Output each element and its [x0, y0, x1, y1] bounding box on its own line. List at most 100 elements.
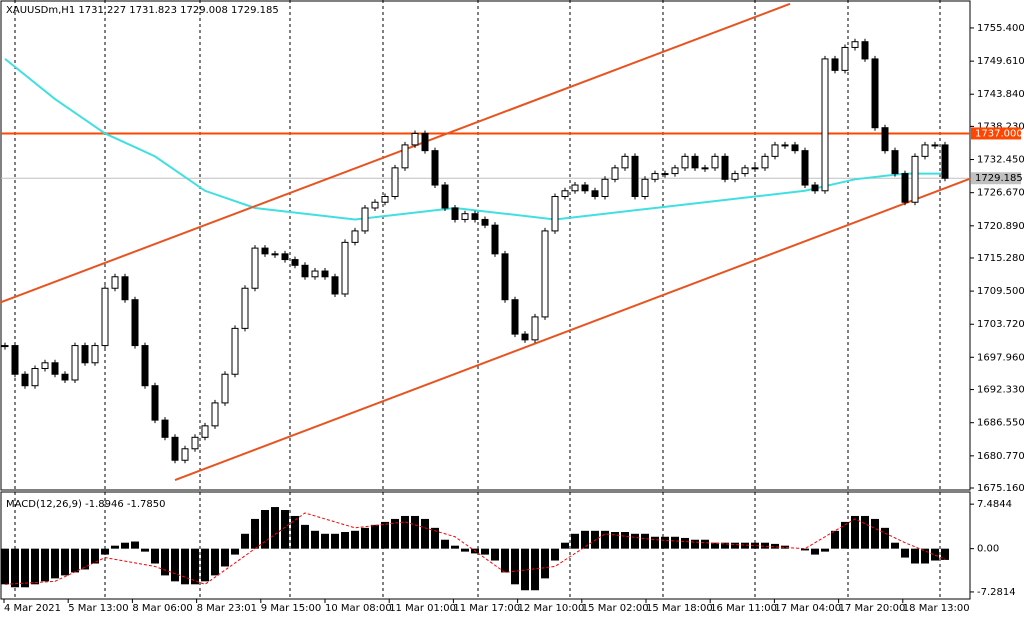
macd-bar — [171, 548, 179, 582]
candle-body — [301, 264, 309, 278]
macd-bar — [231, 548, 239, 555]
candle-body — [31, 368, 39, 387]
macd-bar — [361, 527, 369, 549]
candle-body — [881, 127, 889, 152]
macd-bar — [661, 536, 669, 549]
candle-body — [581, 184, 589, 192]
macd-bar — [531, 548, 539, 591]
candle-body — [1, 345, 9, 348]
macd-bar — [581, 530, 589, 549]
macd-bar — [571, 533, 579, 549]
candle-body — [151, 385, 159, 421]
macd-bar — [331, 533, 339, 549]
candle-body — [681, 155, 689, 169]
candle-body — [841, 46, 849, 71]
candle-body — [741, 167, 749, 175]
candle-body — [591, 190, 599, 198]
candle-body — [121, 276, 129, 301]
candle-body — [431, 150, 439, 186]
candle-body — [391, 167, 399, 198]
candle-body — [911, 155, 919, 203]
candle-body — [711, 155, 719, 169]
macd-bar — [271, 507, 279, 549]
macd-bar — [681, 537, 689, 549]
macd-bar — [151, 548, 159, 564]
macd-bar — [221, 548, 229, 567]
macd-bar — [741, 542, 749, 549]
macd-bar — [901, 548, 909, 558]
candle-body — [231, 327, 239, 375]
macd-bar — [551, 548, 559, 561]
trend-line — [0, 2, 791, 304]
candle-body — [191, 436, 199, 450]
candle-body — [751, 167, 759, 170]
macd-bar — [41, 548, 49, 582]
macd-bar — [701, 539, 709, 549]
y-tick-label: 1755.400 — [977, 23, 1024, 34]
candle-body — [811, 184, 819, 192]
candle-body — [211, 402, 219, 427]
candle-body — [271, 253, 279, 256]
macd-bar — [291, 515, 299, 549]
x-tick-label: 11 Mar 01:00 — [389, 603, 456, 614]
candle-body — [471, 213, 479, 220]
candle-body — [361, 207, 369, 232]
candle-body — [861, 41, 869, 60]
y-tick-label: 1720.890 — [977, 221, 1024, 232]
y-tick-label: 1692.330 — [977, 385, 1024, 396]
macd-bar — [201, 548, 209, 582]
macd-bar — [871, 518, 879, 549]
macd-panel — [0, 491, 971, 600]
price-panel — [0, 0, 971, 491]
candle-body — [531, 316, 539, 341]
x-tick-label: 4 Mar 2021 — [4, 603, 61, 614]
y-tick-label: 1715.280 — [977, 253, 1024, 264]
candle-body — [381, 196, 389, 203]
candle-body — [441, 184, 449, 209]
macd-bar — [921, 548, 929, 564]
candle-body — [761, 155, 769, 169]
candle-body — [631, 155, 639, 198]
macd-bar — [1, 548, 9, 585]
macd-bar — [521, 548, 529, 591]
chart-title: XAUUSDm,H1 1731.227 1731.823 1729.008 17… — [6, 5, 279, 16]
candle-body — [71, 345, 79, 381]
y-tick-label: 1675.160 — [977, 483, 1024, 494]
macd-bar — [491, 548, 499, 561]
candle-body — [131, 299, 139, 347]
macd-bar — [821, 548, 829, 552]
macd-bar — [811, 548, 819, 555]
macd-bar — [861, 515, 869, 549]
candle-body — [901, 173, 909, 203]
x-tick-label: 8 Mar 06:00 — [132, 603, 192, 614]
candle-body — [251, 247, 259, 289]
y-tick-label: 1732.450 — [977, 155, 1024, 166]
macd-bar — [731, 542, 739, 549]
macd-bar — [301, 524, 309, 549]
candle-body — [821, 58, 829, 192]
macd-bar — [761, 542, 769, 549]
moving-average — [4, 58, 945, 221]
candle-body — [281, 253, 289, 261]
candle-body — [521, 333, 529, 341]
macd-bar — [71, 548, 79, 573]
macd-bar — [751, 542, 759, 549]
y-tick-label: 1709.500 — [977, 286, 1024, 297]
candle-body — [931, 144, 939, 147]
macd-bar — [181, 548, 189, 585]
macd-bar — [381, 521, 389, 549]
candle-body — [781, 144, 789, 147]
candle-body — [61, 373, 69, 381]
candle-body — [491, 224, 499, 255]
macd-bar — [191, 548, 199, 585]
candle-body — [51, 362, 59, 375]
macd-bar — [541, 548, 549, 579]
trend-line — [174, 177, 971, 481]
macd-bar — [371, 524, 379, 549]
macd-bar — [31, 548, 39, 585]
macd-bar — [451, 545, 459, 549]
macd-bar — [721, 542, 729, 549]
macd-bar — [81, 548, 89, 570]
x-tick-label: 15 Mar 02:00 — [582, 603, 649, 614]
candle-body — [561, 190, 569, 198]
